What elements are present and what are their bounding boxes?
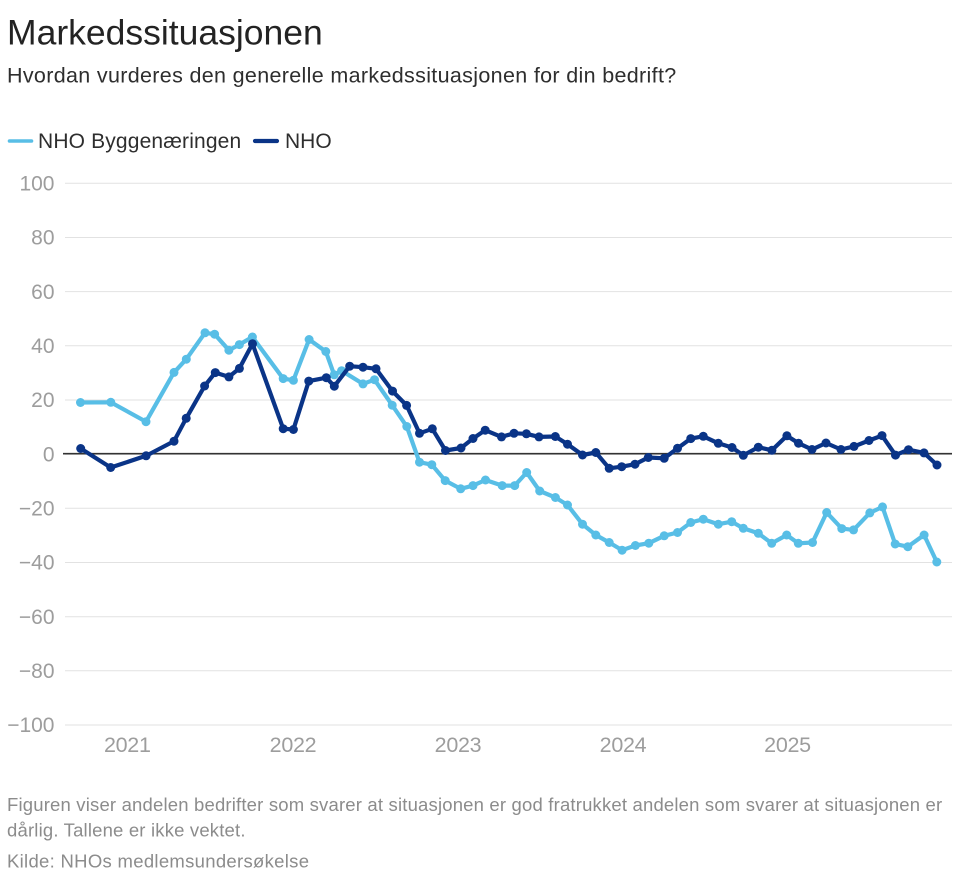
svg-text:−20: −20 xyxy=(19,498,55,521)
svg-text:−60: −60 xyxy=(19,606,55,629)
svg-text:Hvordan vurderes den generelle: Hvordan vurderes den generelle markedssi… xyxy=(7,64,677,88)
svg-text:0: 0 xyxy=(43,443,55,466)
svg-text:−80: −80 xyxy=(19,660,55,683)
svg-text:20: 20 xyxy=(31,389,54,412)
svg-text:Figuren viser andelen bedrifte: Figuren viser andelen bedrifter som svar… xyxy=(7,794,942,815)
svg-text:Markedssituasjonen: Markedssituasjonen xyxy=(7,13,323,53)
svg-text:2022: 2022 xyxy=(270,733,317,757)
svg-text:80: 80 xyxy=(31,227,54,250)
svg-text:2025: 2025 xyxy=(764,733,811,757)
svg-text:−40: −40 xyxy=(19,552,55,575)
svg-text:40: 40 xyxy=(31,335,54,358)
svg-text:2021: 2021 xyxy=(104,733,151,757)
svg-text:100: 100 xyxy=(19,173,54,196)
svg-text:NHO: NHO xyxy=(285,130,332,153)
svg-text:NHO Byggenæringen: NHO Byggenæringen xyxy=(38,130,241,153)
svg-text:dårlig. Tallene er ikke vektet: dårlig. Tallene er ikke vektet. xyxy=(7,820,246,841)
svg-text:60: 60 xyxy=(31,281,54,304)
svg-text:Kilde: NHOs medlemsundersøkels: Kilde: NHOs medlemsundersøkelse xyxy=(7,851,309,872)
svg-text:2023: 2023 xyxy=(435,733,482,757)
svg-text:2024: 2024 xyxy=(600,733,647,757)
svg-text:−100: −100 xyxy=(7,714,54,737)
